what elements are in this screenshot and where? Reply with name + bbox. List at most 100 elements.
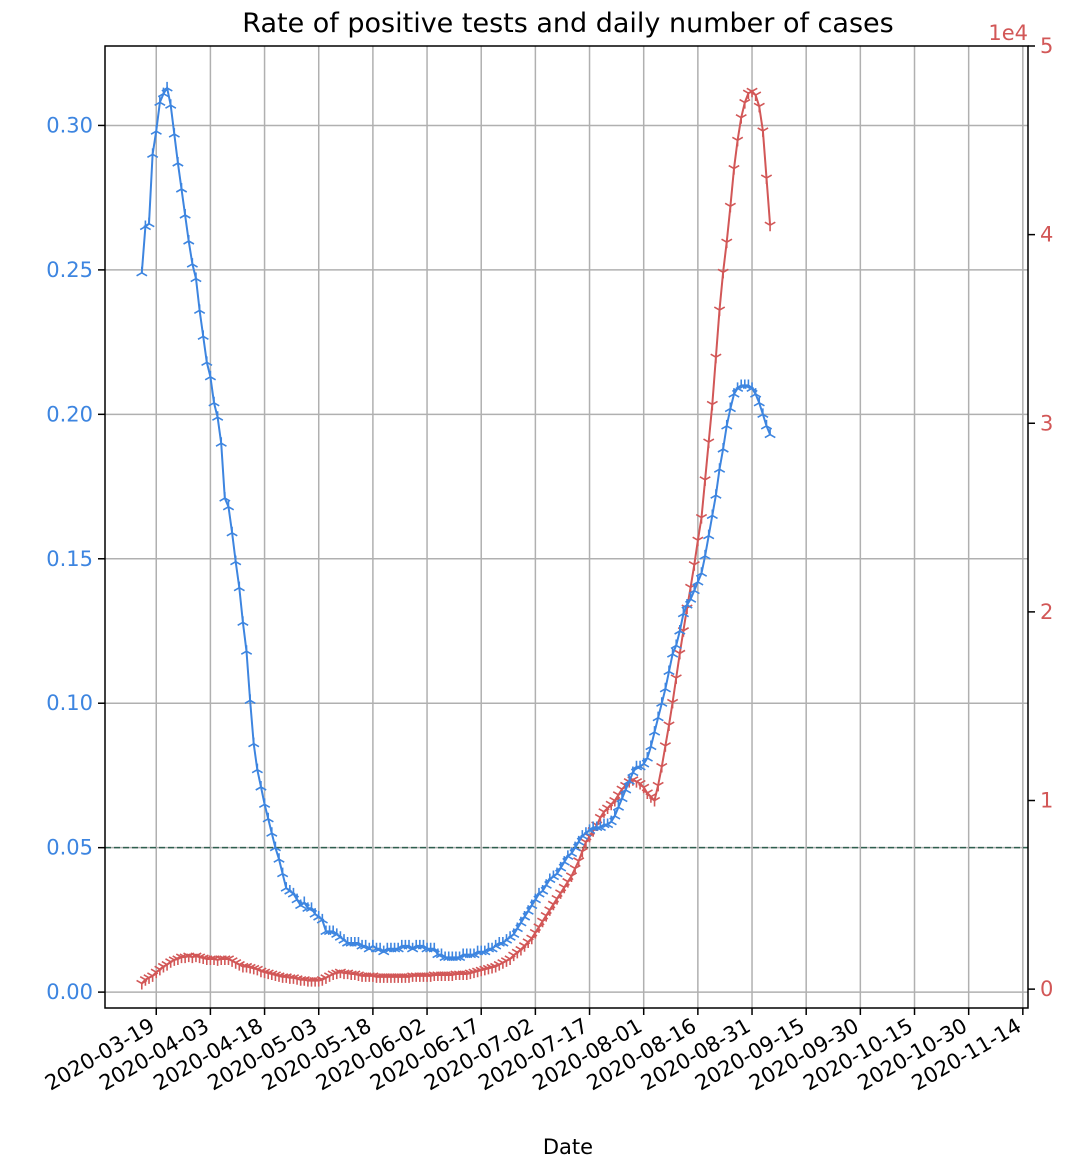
data-point-cases xyxy=(764,221,776,232)
data-point-positivity xyxy=(186,258,198,268)
data-point-positivity xyxy=(399,939,412,950)
right-tick-label: 2 xyxy=(1040,600,1053,624)
data-point-cases xyxy=(760,174,773,185)
data-point-cases xyxy=(695,513,708,524)
data-point-positivity xyxy=(255,781,267,791)
data-point-positivity xyxy=(233,581,245,592)
data-point-positivity xyxy=(713,463,726,473)
data-point-positivity xyxy=(215,437,227,447)
data-point-cases xyxy=(706,400,718,411)
data-point-positivity xyxy=(432,948,444,959)
data-point-positivity xyxy=(464,948,477,959)
right-tick-label: 4 xyxy=(1040,223,1053,247)
data-point-positivity xyxy=(349,937,361,947)
data-point-positivity xyxy=(388,942,401,953)
data-point-cases xyxy=(724,202,736,213)
data-point-positivity xyxy=(739,379,751,390)
data-point-positivity xyxy=(450,951,462,962)
data-point-positivity xyxy=(609,809,621,820)
data-point-positivity xyxy=(168,128,180,138)
data-point-positivity xyxy=(190,272,202,283)
data-point-cases xyxy=(674,649,686,660)
data-point-positivity xyxy=(724,402,736,413)
left-tick-label: 0.10 xyxy=(46,691,93,715)
x-axis-label: Date xyxy=(543,1135,593,1159)
data-point-cases xyxy=(713,306,726,317)
data-point-positivity xyxy=(172,157,184,167)
data-point-positivity xyxy=(204,370,217,381)
data-point-cases xyxy=(648,796,661,807)
data-point-positivity xyxy=(616,792,628,803)
data-point-positivity xyxy=(183,235,195,245)
data-point-positivity xyxy=(248,737,260,748)
data-point-positivity xyxy=(764,428,776,439)
data-point-positivity xyxy=(677,607,690,618)
data-point-cases xyxy=(731,136,744,147)
data-point-positivity xyxy=(703,529,715,540)
data-point-positivity xyxy=(623,775,635,785)
data-point-cases xyxy=(692,536,704,547)
right-tick-label: 5 xyxy=(1040,34,1053,58)
data-point-positivity xyxy=(154,96,166,107)
data-point-positivity xyxy=(612,801,625,811)
data-point-positivity xyxy=(656,697,668,707)
right-axis: 0 1 2 3 4 5 xyxy=(1028,34,1053,1001)
data-point-positivity xyxy=(425,942,437,953)
data-point-positivity xyxy=(193,304,206,315)
left-tick-label: 0.00 xyxy=(46,980,93,1004)
data-point-cases xyxy=(670,674,682,684)
data-point-positivity xyxy=(493,937,505,947)
data-point-positivity xyxy=(161,81,173,92)
data-point-positivity xyxy=(212,411,224,421)
data-point-positivity xyxy=(760,419,773,430)
data-point-positivity xyxy=(251,763,263,774)
left-tick-label: 0.30 xyxy=(46,113,93,137)
data-point-positivity xyxy=(237,616,249,627)
data-point-positivity xyxy=(356,939,368,950)
series-cases xyxy=(136,87,776,990)
data-point-cases xyxy=(663,721,675,732)
data-point-positivity xyxy=(757,408,769,419)
data-point-positivity xyxy=(370,942,383,953)
data-point-positivity xyxy=(652,711,664,722)
data-point-cases xyxy=(753,102,765,113)
data-point-cases xyxy=(688,561,700,571)
data-point-positivity xyxy=(226,526,238,537)
data-point-positivity xyxy=(208,396,220,407)
data-point-positivity xyxy=(258,798,271,809)
data-point-positivity xyxy=(598,818,610,829)
chart-title: Rate of positive tests and daily number … xyxy=(242,8,893,39)
x-axis: 2020-03-192020-04-032020-04-182020-05-03… xyxy=(41,1008,1025,1095)
plot-frame xyxy=(104,45,1029,1009)
data-point-positivity xyxy=(670,639,682,650)
data-point-cases xyxy=(717,268,729,279)
right-tick-label: 0 xyxy=(1040,977,1053,1001)
data-point-positivity xyxy=(706,509,718,520)
data-point-cases xyxy=(703,438,715,449)
data-point-positivity xyxy=(277,867,289,878)
data-point-positivity xyxy=(648,726,661,736)
data-point-positivity xyxy=(240,645,253,655)
data-point-positivity xyxy=(699,549,711,560)
data-point-positivity xyxy=(688,584,700,595)
data-point-positivity xyxy=(165,99,177,109)
data-point-positivity xyxy=(179,209,191,219)
series-line-positivity xyxy=(140,85,772,959)
data-point-positivity xyxy=(150,125,162,135)
data-point-positivity xyxy=(197,330,209,341)
data-point-cases xyxy=(652,781,664,792)
data-point-cases xyxy=(739,98,751,109)
data-point-cases xyxy=(757,127,769,137)
left-tick-label: 0.25 xyxy=(46,258,93,282)
data-point-positivity xyxy=(244,694,256,705)
data-point-positivity xyxy=(695,567,708,577)
data-point-positivity xyxy=(685,593,697,603)
series-layer xyxy=(136,81,776,990)
data-point-cases xyxy=(728,164,740,175)
data-point-positivity xyxy=(710,489,722,499)
series-positivity xyxy=(136,81,776,962)
data-point-positivity xyxy=(630,760,643,771)
data-point-positivity xyxy=(753,396,765,407)
data-point-positivity xyxy=(674,625,686,635)
